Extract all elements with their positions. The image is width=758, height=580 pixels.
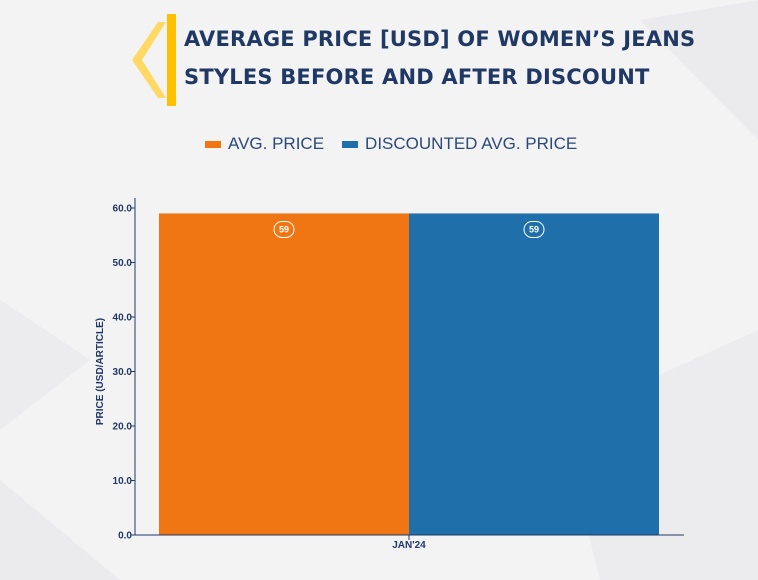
data-label: 59 [279, 224, 289, 234]
legend-label-avg-price: AVG. PRICE [228, 134, 325, 153]
y-tick-label: 20.0 [113, 422, 133, 433]
bar-avg-price[interactable] [159, 213, 409, 535]
data-label-badge [273, 220, 295, 238]
legend-item-discounted-avg-price[interactable]: DISCOUNTED AVG. PRICE [342, 134, 577, 154]
y-tick-label: 60.0 [113, 204, 133, 215]
legend-label-discounted-avg-price: DISCOUNTED AVG. PRICE [365, 134, 578, 153]
y-tick-label: 0.0 [118, 531, 132, 542]
data-label-badge [523, 220, 545, 238]
title-line-1: AVERAGE PRICE [USD] OF WOMEN’S JEANS [184, 27, 696, 51]
y-tick-label: 30.0 [113, 367, 133, 378]
y-tick-label: 40.0 [113, 313, 133, 324]
y-axis-title: PRICE (USD/ARTICLE) [95, 318, 106, 425]
data-label: 59 [529, 224, 539, 234]
bar-discounted-avg-price[interactable] [409, 213, 659, 535]
legend-swatch-discounted-avg-price [342, 140, 359, 148]
y-tick-label: 50.0 [113, 258, 133, 269]
legend-item-avg-price[interactable]: AVG. PRICE [205, 134, 324, 154]
brand-chevron-icon [132, 14, 176, 106]
chart-title: AVERAGE PRICE [USD] OF WOMEN’S JEANS STY… [184, 20, 744, 96]
y-tick-label: 10.0 [113, 476, 133, 487]
x-tick-label: JAN'24 [392, 540, 426, 551]
chart-legend: AVG. PRICE DISCOUNTED AVG. PRICE [205, 134, 595, 154]
legend-swatch-avg-price [205, 140, 221, 148]
title-line-2: STYLES BEFORE AND AFTER DISCOUNT [184, 65, 650, 89]
